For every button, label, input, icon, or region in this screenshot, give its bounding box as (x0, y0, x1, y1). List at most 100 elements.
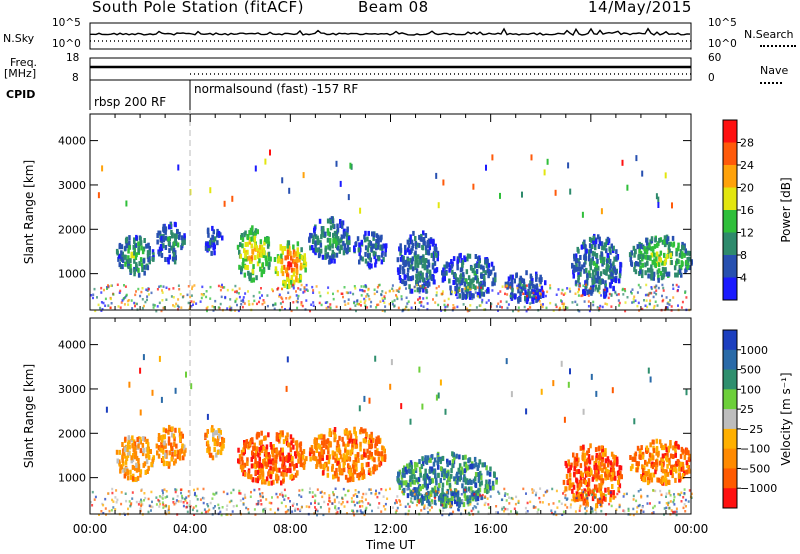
range-cell (661, 456, 664, 462)
range-cell (272, 444, 275, 449)
range-cell (421, 272, 424, 278)
range-cell (242, 298, 245, 302)
range-cell (667, 445, 671, 451)
range-cell (150, 509, 152, 512)
range-cell (535, 296, 538, 299)
range-cell (564, 503, 567, 507)
range-cell (458, 463, 462, 469)
range-cell (408, 487, 411, 491)
range-cell (584, 466, 587, 472)
range-cell (409, 481, 412, 487)
range-cell (286, 468, 289, 474)
range-cell (202, 501, 205, 505)
colorbar-tick-label: 24 (740, 159, 754, 172)
range-cell (406, 463, 409, 469)
range-cell (399, 250, 402, 256)
range-cell (629, 256, 632, 262)
range-cell (242, 296, 245, 299)
range-cell (286, 283, 290, 289)
range-cell (653, 252, 656, 258)
range-cell (258, 300, 260, 304)
range-cell (137, 287, 140, 291)
freq-tick-top: 18 (66, 52, 80, 64)
range-cell (291, 438, 295, 443)
range-cell (339, 223, 342, 228)
range-cell (215, 430, 219, 436)
range-cell (689, 456, 692, 462)
range-cell (332, 474, 335, 480)
range-cell (499, 290, 502, 293)
range-cell (135, 252, 138, 258)
range-cell (629, 513, 632, 516)
range-cell (583, 268, 586, 274)
range-cell (142, 436, 145, 442)
range-cell (306, 289, 309, 292)
range-cell (578, 261, 581, 267)
range-cell (151, 249, 155, 255)
range-cell (578, 509, 581, 512)
range-cell (391, 284, 394, 287)
range-cell (589, 273, 592, 279)
range-cell (614, 475, 617, 481)
range-cell (260, 272, 263, 278)
range-cell (253, 237, 256, 243)
range-cell (651, 251, 655, 257)
range-cell (173, 441, 176, 447)
range-cell (577, 272, 580, 278)
range-cell (152, 455, 155, 461)
range-cell (450, 504, 453, 508)
range-cell (106, 286, 108, 289)
range-cell (501, 285, 504, 288)
range-cell (606, 474, 609, 480)
range-cell (506, 293, 509, 296)
range-cell (295, 270, 299, 275)
range-cell (260, 445, 263, 451)
range-cell (173, 436, 176, 442)
range-cell (317, 502, 320, 505)
range-cell (314, 234, 318, 240)
range-cell (268, 454, 271, 460)
range-cell (427, 250, 431, 256)
range-cell (278, 295, 281, 298)
range-cell (274, 459, 278, 464)
range-cell (539, 289, 542, 294)
range-cell (337, 476, 340, 482)
range-cell (162, 503, 165, 506)
range-cell (610, 263, 613, 269)
range-cell (345, 249, 349, 255)
range-cell (572, 273, 575, 279)
range-cell (332, 254, 335, 260)
range-cell (473, 263, 477, 269)
range-cell (587, 454, 591, 459)
range-cell (377, 451, 380, 457)
range-cell (206, 429, 209, 434)
range-cell (258, 464, 261, 470)
range-cell (599, 488, 602, 494)
range-cell (311, 245, 314, 250)
range-cell (329, 225, 333, 231)
range-cell (630, 260, 633, 266)
range-cell (655, 193, 658, 200)
range-cell (479, 304, 482, 307)
range-cell (339, 244, 343, 250)
range-cell (92, 296, 94, 300)
range-cell (168, 248, 171, 254)
range-cell (552, 309, 555, 312)
range-cell (665, 447, 668, 453)
range-cell (594, 284, 598, 290)
range-cell (256, 478, 259, 484)
range-cell (328, 499, 330, 503)
range-cell (597, 244, 601, 249)
range-cell (253, 508, 256, 511)
range-cell (289, 500, 291, 503)
range-cell (414, 265, 417, 270)
range-cell (124, 436, 127, 442)
range-cell (274, 463, 277, 469)
range-cell (649, 239, 652, 245)
range-cell (151, 389, 154, 396)
range-cell (446, 303, 449, 307)
range-cell (601, 245, 604, 251)
range-cell (437, 392, 440, 399)
range-cell (141, 442, 145, 448)
range-cell (128, 244, 131, 250)
